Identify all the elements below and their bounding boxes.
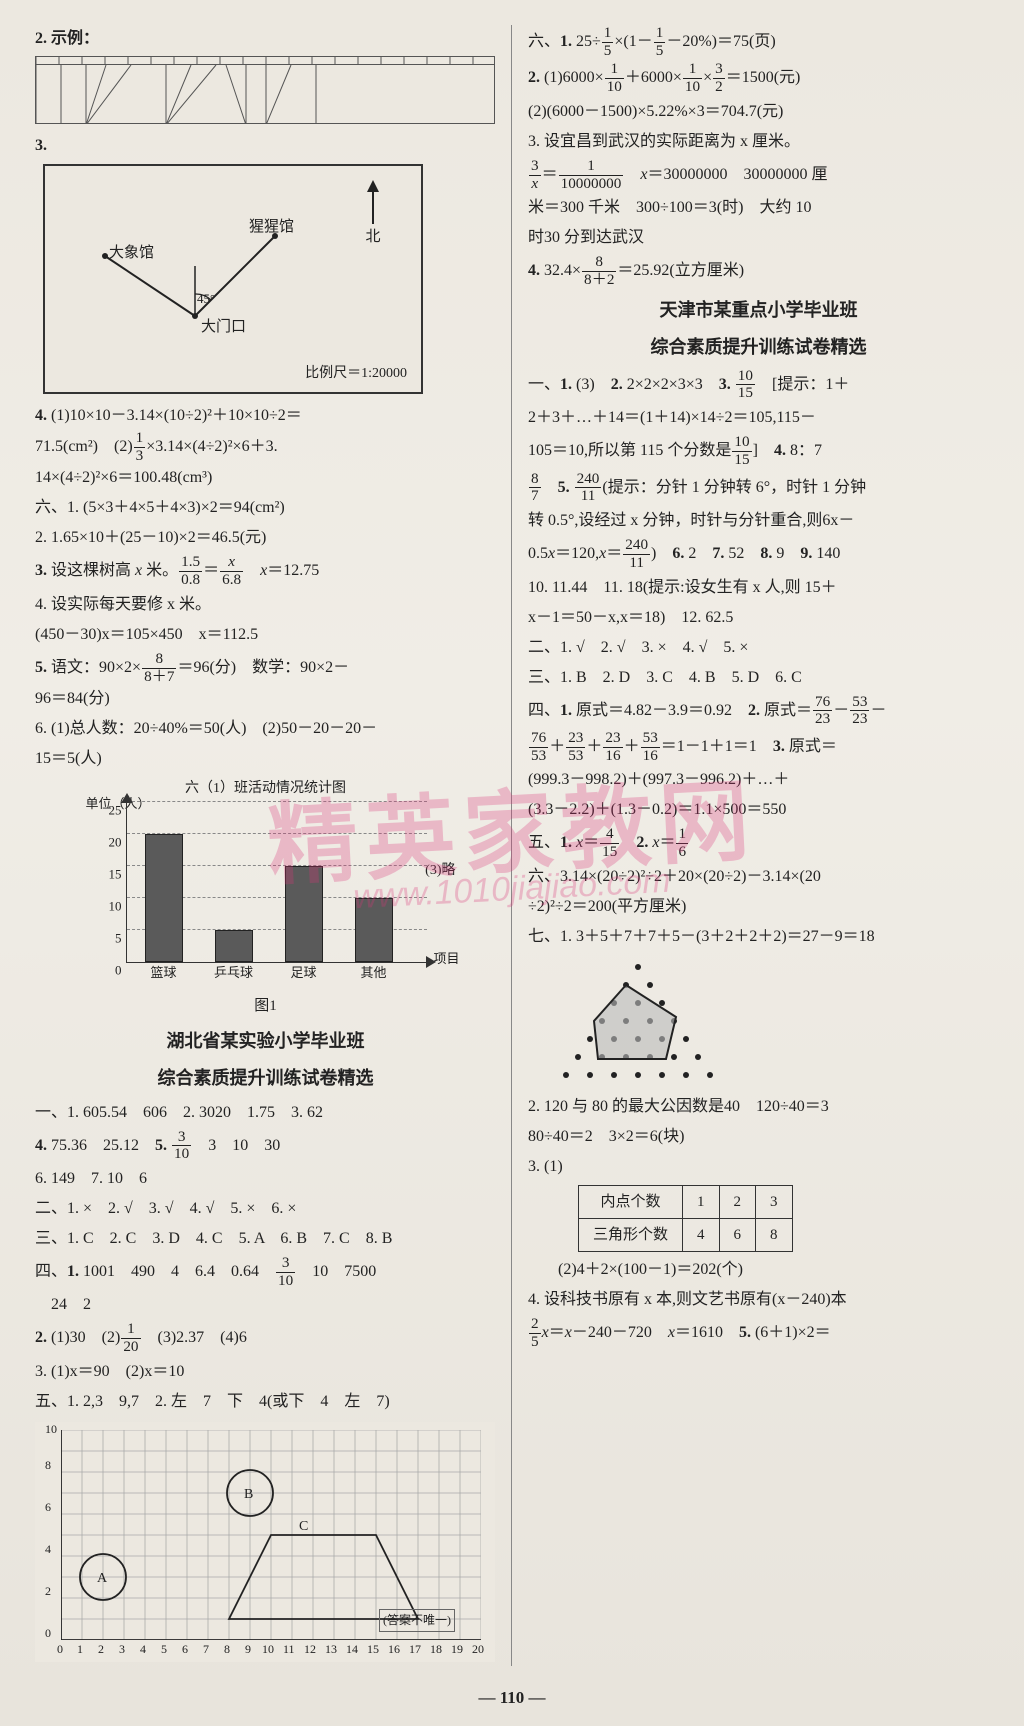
- venue2-label: 猩猩馆: [249, 214, 294, 240]
- t4-1: 四、1. 原式＝4.82－3.9＝0.92 2. 原式＝7623－5323－: [528, 694, 989, 728]
- grid-plot: A B C 0 2 4 6 8 10 0 1 2 3 4 5 6 7 8 9 1…: [35, 1422, 495, 1662]
- q2-label: 2. 示例：: [35, 25, 496, 53]
- hubei-title-2: 综合素质提升训练试卷精选: [35, 1063, 496, 1095]
- q6-3: 3. 设这棵树高 x 米。1.50.8＝x6.8 x＝12.75: [35, 554, 496, 588]
- t7-1: 七、1. 3＋5＋7＋7＋5－(3＋2＋2＋2)＝27－9＝18: [528, 923, 989, 951]
- dot-triangle-diagram: [548, 957, 728, 1087]
- r6-4: 4. 32.4×88＋2＝25.92(立方厘米): [528, 254, 989, 288]
- svg-text:A: A: [97, 1571, 108, 1586]
- hubei-5: 五、1. 2,3 9,7 2. 左 7 下 4(或下 4 左 7): [35, 1388, 496, 1416]
- r6-3a: 3. 设宜昌到武汉的实际距离为 x 厘米。: [528, 128, 989, 156]
- t4-1d: (3.3－2.2)＋(1.3－0.2)＝1.1×500＝550: [528, 796, 989, 824]
- hubei-1-6: 6. 149 7. 10 6: [35, 1165, 496, 1193]
- hubei-1-4: 4. 75.36 25.12 5. 310 3 10 30: [35, 1129, 496, 1163]
- t4-1b: 7653＋2353＋2316＋5316＝1－1＋1＝1 3. 原式＝: [528, 730, 989, 764]
- hatched-diagram: [35, 56, 495, 124]
- page-number: — 110 —: [0, 1688, 1024, 1708]
- hubei-4-1b: 24 2: [35, 1291, 496, 1319]
- tianjin-title-1: 天津市某重点小学毕业班: [528, 295, 989, 327]
- t7-3b: (2)4＋2×(100－1)＝202(个): [528, 1256, 989, 1284]
- t1-10: 10. 11.44 11. 18(提示:设女生有 x 人,则 15＋: [528, 574, 989, 602]
- x-axis-label: 项目: [433, 948, 459, 971]
- angle-label: 45°: [197, 288, 215, 311]
- q3-label: 3.: [35, 132, 496, 160]
- t1-1: 一、1. (3) 2. 2×2×2×3×3 3. 1015 [提示：1＋: [528, 368, 989, 402]
- svg-text:C: C: [299, 1519, 308, 1534]
- q6-4b: (450－30)x＝105×450 x＝112.5: [35, 621, 496, 649]
- t1-1c: 105＝10,所以第 115 个分数是1015] 4. 8：7: [528, 434, 989, 468]
- right-column: 六、1. 25÷15×(1－15－20%)＝75(页) 2. (1)6000×1…: [516, 25, 989, 1666]
- t7-4a: 4. 设科技书原有 x 本,则文艺书原有(x－240)本: [528, 1286, 989, 1314]
- r6-3b: 3x＝110000000 x＝30000000 30000000 厘: [528, 158, 989, 192]
- q6-6b: 15＝5(人): [35, 745, 496, 773]
- q6-5: 5. 语文：90×2×88＋7＝96(分) 数学：90×2－96＝84(分): [35, 651, 496, 713]
- t1-5b: 转 0.5°,设经过 x 分钟，时针与分针重合,则6x－: [528, 507, 989, 535]
- column-divider: [511, 25, 513, 1666]
- hubei-4-1: 四、1. 1001 490 4 6.4 0.64 310 10 7500: [35, 1255, 496, 1289]
- map-diagram: 北 大象馆 猩猩馆 45° 大门口 比例尺＝1:20000: [43, 164, 423, 394]
- tbl-h2: 三角形个数: [579, 1219, 683, 1252]
- q6-4a: 4. 设实际每天要修 x 米。: [35, 591, 496, 619]
- hubei-2: 二、1. × 2. √ 3. √ 4. √ 5. × 6. ×: [35, 1195, 496, 1223]
- svg-text:B: B: [244, 1487, 253, 1502]
- t7-3: 3. (1): [528, 1153, 989, 1181]
- hubei-3: 三、1. C 2. C 3. D 4. C 5. A 6. B 7. C 8. …: [35, 1225, 496, 1253]
- hubei-1-1: 一、1. 605.54 606 2. 3020 1.75 3. 62: [35, 1099, 496, 1127]
- bar-chart: 六（1）班活动情况统计图 单位（人） 0 5 10 15 20 25 篮球 乒乓…: [86, 779, 446, 989]
- chart-aside: (3)略: [425, 859, 455, 884]
- t7-2: 2. 120 与 80 的最大公因数是40 120÷40＝3: [528, 1093, 989, 1121]
- r6-1: 六、1. 25÷15×(1－15－20%)＝75(页): [528, 25, 989, 59]
- scale-label: 比例尺＝1:20000: [305, 362, 407, 387]
- inner-point-table: 内点个数 1 2 3 三角形个数 4 6 8: [578, 1185, 793, 1253]
- t3: 三、1. B 2. D 3. C 4. B 5. D 6. C: [528, 664, 989, 692]
- t1-5c: 0.5x＝120,x＝24011) 6. 2 7. 52 8. 9 9. 140: [528, 537, 989, 571]
- r6-2a: 2. (1)6000×110＋6000×110×32＝1500(元): [528, 61, 989, 95]
- q4-text: 4. (1)10×10－3.14×(10÷2)²＋10×10÷2＝ 71.5(c…: [35, 402, 496, 492]
- t1-5a: 87 5. 24011(提示：分针 1 分钟转 6°，时针 1 分钟: [528, 471, 989, 505]
- tianjin-title-2: 综合素质提升训练试卷精选: [528, 332, 989, 364]
- t1-10b: x－1＝50－x,x＝18) 12. 62.5: [528, 604, 989, 632]
- fig1-label: 图1: [35, 993, 496, 1019]
- t1-1b: 2＋3＋…＋14＝(1＋14)×14÷2＝105,115－: [528, 404, 989, 432]
- r6-2b: (2)(6000－1500)×5.22%×3＝704.7(元): [528, 98, 989, 126]
- t6-1: 六、3.14×(20÷2)²÷2＋20×(20÷2)－3.14×(20: [528, 863, 989, 891]
- hubei-4-3: 3. (1)x＝90 (2)x＝10: [35, 1358, 496, 1386]
- r6-3d: 时30 分到达武汉: [528, 224, 989, 252]
- gate-label: 大门口: [201, 314, 246, 340]
- q6-2: 2. 1.65×10＋(25－10)×2＝46.5(元): [35, 524, 496, 552]
- t7-2b: 80÷40＝2 3×2＝6(块): [528, 1123, 989, 1151]
- page: 2. 示例：: [0, 0, 1024, 1726]
- t5: 五、1. x＝415 2. x＝16: [528, 826, 989, 860]
- r6-3c: 米＝300 千米 300÷100＝3(时) 大约 10: [528, 194, 989, 222]
- t2: 二、1. √ 2. √ 3. × 4. √ 5. ×: [528, 634, 989, 662]
- hubei-4-2: 2. (1)30 (2)120 (3)2.37 (4)6: [35, 1321, 496, 1355]
- grid-note: (答案不唯一): [379, 1609, 455, 1632]
- q6-6a: 6. (1)总人数：20÷40%＝50(人) (2)50－20－20－: [35, 715, 496, 743]
- q6-1: 六、1. (5×3＋4×5＋4×3)×2＝94(cm²): [35, 494, 496, 522]
- t4-1c: (999.3－998.2)＋(997.3－996.2)＋…＋: [528, 766, 989, 794]
- t7-4b: 25x＝x－240－720 x＝1610 5. (6＋1)×2＝: [528, 1316, 989, 1350]
- venue1-label: 大象馆: [109, 240, 154, 266]
- hubei-title-1: 湖北省某实验小学毕业班: [35, 1026, 496, 1058]
- left-column: 2. 示例：: [35, 25, 508, 1666]
- t6-1b: ÷2)²÷2＝200(平方厘米): [528, 893, 989, 921]
- tbl-h1: 内点个数: [579, 1185, 683, 1218]
